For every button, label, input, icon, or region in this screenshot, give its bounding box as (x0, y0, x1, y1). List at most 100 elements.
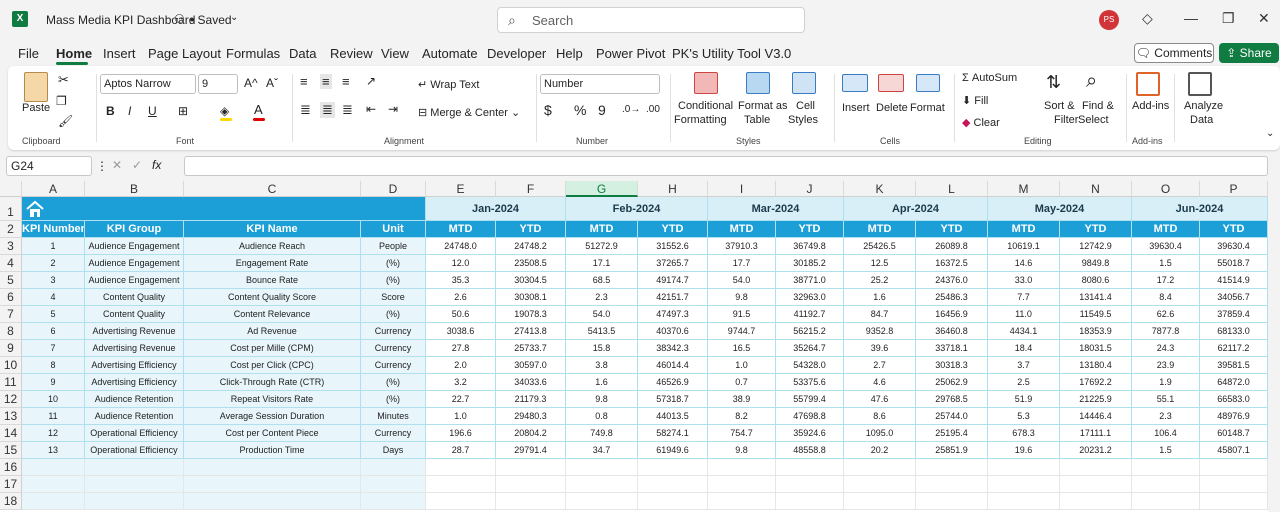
empty-cell[interactable] (776, 493, 844, 510)
table-cell[interactable]: Currency (361, 357, 426, 374)
table-cell[interactable]: Click-Through Rate (CTR) (184, 374, 361, 391)
table-cell[interactable]: 38.9 (708, 391, 776, 408)
table-cell[interactable]: 9.8 (566, 391, 638, 408)
row-header-14[interactable]: 14 (0, 425, 22, 442)
column-header-a[interactable]: A (22, 181, 85, 197)
row-header-13[interactable]: 13 (0, 408, 22, 425)
autosum-button[interactable]: Σ AutoSum (962, 72, 1017, 84)
row-header-5[interactable]: 5 (0, 272, 22, 289)
empty-cell[interactable] (496, 493, 566, 510)
table-cell[interactable]: Audience Retention (85, 391, 184, 408)
table-cell[interactable]: Ad Revenue (184, 323, 361, 340)
table-cell[interactable]: 25744.0 (916, 408, 988, 425)
table-cell[interactable]: 60148.7 (1200, 425, 1268, 442)
table-cell[interactable]: Currency (361, 323, 426, 340)
table-cell[interactable]: 29768.5 (916, 391, 988, 408)
table-cell[interactable]: 34.7 (566, 442, 638, 459)
search-box[interactable]: ⌕ Search (497, 7, 805, 33)
table-cell[interactable]: 44013.5 (638, 408, 708, 425)
tab-home[interactable]: Home (56, 46, 93, 61)
table-cell[interactable]: (%) (361, 374, 426, 391)
tab-view[interactable]: View (381, 46, 409, 61)
table-cell[interactable]: 1.0 (426, 408, 496, 425)
empty-cell[interactable] (916, 476, 988, 493)
row-header-18[interactable]: 18 (0, 493, 22, 510)
empty-cell[interactable] (1200, 459, 1268, 476)
fill-color-icon[interactable]: ◈ (220, 104, 230, 118)
table-cell[interactable]: 7877.8 (1132, 323, 1200, 340)
conditional-formatting-label-1[interactable]: Conditional (678, 100, 734, 112)
empty-cell[interactable] (638, 493, 708, 510)
row-header-17[interactable]: 17 (0, 476, 22, 493)
underline-button[interactable]: U (148, 104, 157, 118)
empty-cell[interactable] (22, 459, 85, 476)
table-cell[interactable]: (%) (361, 272, 426, 289)
tab-formulas[interactable]: Formulas (226, 46, 281, 61)
table-cell[interactable]: 13 (22, 442, 85, 459)
table-cell[interactable]: 40370.6 (638, 323, 708, 340)
table-cell[interactable]: 84.7 (844, 306, 916, 323)
sort-filter-icon[interactable]: ⇅ (1046, 72, 1062, 92)
table-cell[interactable]: 30318.3 (916, 357, 988, 374)
table-cell[interactable]: 36460.8 (916, 323, 988, 340)
table-cell[interactable]: 7 (22, 340, 85, 357)
table-cell[interactable]: 106.4 (1132, 425, 1200, 442)
table-cell[interactable]: 4434.1 (988, 323, 1060, 340)
table-cell[interactable]: 12 (22, 425, 85, 442)
comments-button[interactable]: 🗨 Comments (1134, 43, 1214, 63)
table-cell[interactable]: 55.1 (1132, 391, 1200, 408)
empty-cell[interactable] (708, 493, 776, 510)
table-cell[interactable]: Audience Reach (184, 238, 361, 255)
decrease-indent-icon[interactable]: ⇤ (366, 102, 377, 116)
table-cell[interactable]: 19.6 (988, 442, 1060, 459)
column-header-n[interactable]: N (1060, 181, 1132, 197)
table-cell[interactable]: Currency (361, 340, 426, 357)
table-cell[interactable]: 45807.1 (1200, 442, 1268, 459)
table-cell[interactable]: 34056.7 (1200, 289, 1268, 306)
align-center-icon[interactable]: ≣ (320, 102, 335, 118)
table-cell[interactable]: 11549.5 (1060, 306, 1132, 323)
table-cell[interactable]: 0.7 (708, 374, 776, 391)
table-cell[interactable]: Minutes (361, 408, 426, 425)
home-icon[interactable] (25, 199, 45, 219)
delete-cells-icon[interactable] (878, 74, 904, 92)
decrease-decimal-icon[interactable]: .00 (646, 104, 660, 115)
empty-cell[interactable] (638, 459, 708, 476)
empty-cell[interactable] (916, 493, 988, 510)
table-cell[interactable]: 9849.8 (1060, 255, 1132, 272)
orientation-icon[interactable]: ↗ (366, 74, 377, 88)
table-cell[interactable]: 35.3 (426, 272, 496, 289)
empty-cell[interactable] (85, 476, 184, 493)
italic-button[interactable]: I (128, 104, 132, 118)
table-cell[interactable]: 68133.0 (1200, 323, 1268, 340)
share-button[interactable]: ⇪ Share (1219, 43, 1279, 63)
format-as-table-icon[interactable] (746, 72, 770, 94)
collapse-ribbon-icon[interactable]: ⌄ (1266, 128, 1275, 139)
table-cell[interactable]: 36749.8 (776, 238, 844, 255)
table-cell[interactable]: 38342.3 (638, 340, 708, 357)
table-cell[interactable]: 4.6 (844, 374, 916, 391)
tab-file[interactable]: File (18, 46, 39, 61)
row-header-3[interactable]: 3 (0, 238, 22, 255)
analyze-data-label-2[interactable]: Data (1190, 114, 1214, 126)
empty-cell[interactable] (1200, 493, 1268, 510)
cell-styles-label-1[interactable]: Cell (796, 100, 815, 112)
table-cell[interactable]: 23.9 (1132, 357, 1200, 374)
table-cell[interactable]: Cost per Content Piece (184, 425, 361, 442)
table-cell[interactable]: 2 (22, 255, 85, 272)
table-cell[interactable]: 39630.4 (1200, 238, 1268, 255)
table-cell[interactable]: 62117.2 (1200, 340, 1268, 357)
table-cell[interactable]: 4 (22, 289, 85, 306)
table-cell[interactable]: 56215.2 (776, 323, 844, 340)
borders-icon[interactable]: ⊞ (178, 104, 189, 118)
cell-styles-icon[interactable] (792, 72, 816, 94)
table-cell[interactable]: 46526.9 (638, 374, 708, 391)
tab-automate[interactable]: Automate (422, 46, 478, 61)
table-cell[interactable]: Repeat Visitors Rate (184, 391, 361, 408)
table-cell[interactable]: Cost per Click (CPC) (184, 357, 361, 374)
table-cell[interactable]: 64872.0 (1200, 374, 1268, 391)
table-cell[interactable]: 749.8 (566, 425, 638, 442)
table-cell[interactable]: 25426.5 (844, 238, 916, 255)
table-cell[interactable]: 9.8 (708, 289, 776, 306)
table-cell[interactable]: 38771.0 (776, 272, 844, 289)
